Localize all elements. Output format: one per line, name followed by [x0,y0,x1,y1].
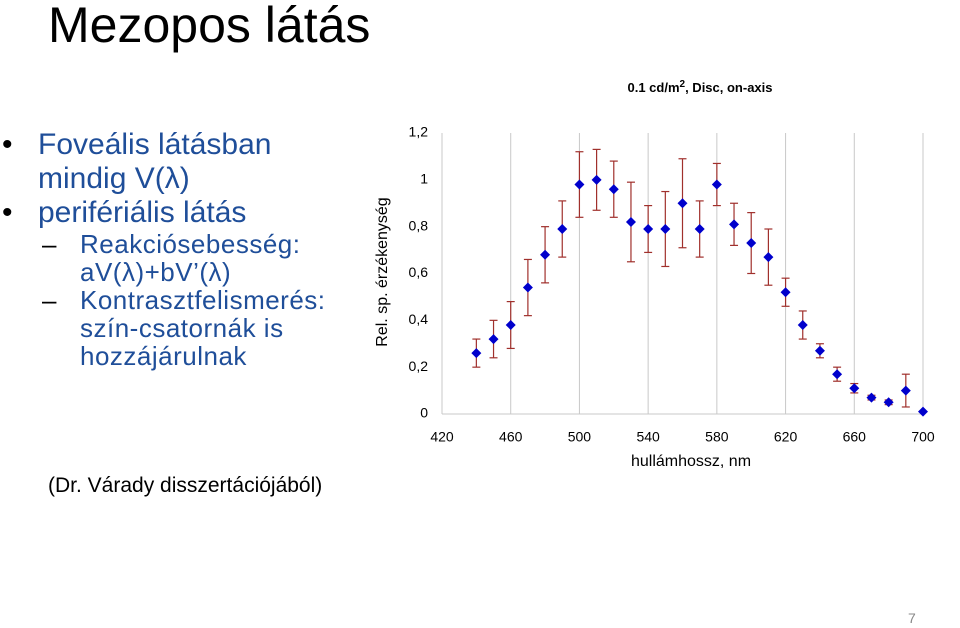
x-tick-label: 500 [568,429,592,445]
x-tick-label: 660 [843,429,867,445]
data-point [849,383,860,394]
slide-title: Mezopos látás [48,0,371,53]
data-point [677,198,688,209]
data-point [763,252,774,263]
data-point [746,238,757,249]
data-point [814,345,825,356]
bullet-list: Foveális látásban mindig V(λ) perifériál… [0,128,338,370]
sub-bullet: Kontrasztfelismerés: szín-csatornák is h… [42,286,365,370]
x-tick-label: 580 [705,429,729,445]
x-tick-label: 460 [499,429,523,445]
data-point [918,406,928,417]
data-point [540,249,551,260]
data-point [694,224,705,235]
bullet-text: perifériális látás [38,196,247,229]
data-point [866,392,877,403]
x-tick-label: 540 [636,429,660,445]
x-tick-label: 700 [911,429,935,445]
data-point [591,174,602,185]
data-point [471,348,482,359]
chart-title: 0.1 cd/m2, Disc, on-axis [627,79,772,96]
data-point [900,385,911,396]
title-part: 0.1 cd/m [627,80,679,95]
y-tick-label: 0,2 [409,358,429,374]
y-tick-label: 0,8 [409,217,429,233]
sub-bullet: Reakciósebesség: aV(λ)+bV’(λ) [42,230,365,286]
data-point [625,216,636,227]
x-tick-label: 420 [430,429,454,445]
y-tick-label: 1 [420,171,428,187]
source-note: (Dr. Várady disszertációjából) [48,474,323,497]
data-point [729,219,740,230]
y-tick-label: 0,6 [409,264,429,280]
data-point [522,282,533,293]
y-tick-label: 0 [420,405,428,421]
data-point [883,397,894,408]
data-point [488,334,499,345]
data-point [780,287,791,298]
data-point [608,184,619,195]
y-tick-label: 0,4 [409,311,429,327]
data-point [797,320,808,331]
page-number: 7 [908,610,916,626]
data-point [660,224,671,235]
data-point [643,224,654,235]
data-point [505,320,516,331]
sub-list: Reakciósebesség: aV(λ)+bV’(λ) Kontrasztf… [38,230,338,370]
title-part: , Disc, on-axis [685,80,772,95]
bullet: Foveális látásban mindig V(λ) [0,128,338,196]
data-point [711,179,722,190]
y-axis-label: Rel. sp. érzékenység [374,197,391,346]
x-axis-label: hullámhossz, nm [631,453,751,470]
y-tick-label: 1,2 [409,124,429,140]
data-point [574,179,585,190]
x-tick-label: 620 [774,429,798,445]
data-point [557,224,568,235]
data-point [832,369,843,380]
title-sup: 2 [680,79,686,90]
bullet: perifériális látás Reakciósebesség: aV(λ… [0,196,338,370]
